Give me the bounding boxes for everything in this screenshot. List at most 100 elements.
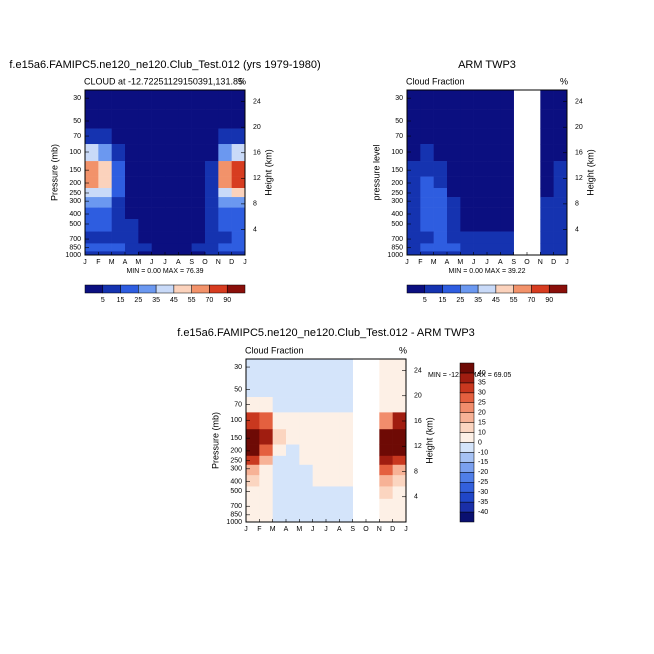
contour-cell [433, 197, 448, 208]
contour-cell [299, 518, 313, 523]
y-tick-label: 100 [391, 149, 403, 156]
colorbar-box [173, 284, 192, 294]
y-axis-label: pressure level [371, 144, 381, 200]
contour-cell [178, 207, 192, 220]
contour-cell [540, 109, 554, 129]
contour-cell [460, 251, 474, 256]
contour-cell [246, 412, 260, 430]
contour-cell [138, 144, 152, 162]
contour-cell [246, 498, 260, 511]
contour-cell [165, 197, 179, 208]
contour-cell [178, 144, 192, 162]
contour-cell [85, 144, 99, 162]
colorbar-box [459, 452, 475, 463]
colorbar-label: 45 [492, 297, 500, 304]
contour-cell [407, 231, 421, 244]
contour-cell [460, 90, 474, 110]
contour-cell [312, 510, 327, 519]
contour-cell [218, 128, 232, 145]
colorbar-box [459, 412, 475, 423]
colorbar-label: 55 [188, 297, 196, 304]
contour-cell [259, 464, 273, 476]
left-subtitle: CLOUD at -12.72251129150391,131.85 [84, 76, 243, 86]
contour-cell [151, 197, 166, 208]
contour-cell [299, 475, 313, 487]
contour-cell [447, 188, 461, 198]
contour-cell [540, 144, 554, 162]
x-tick-label: S [511, 259, 516, 266]
x-tick-label: A [498, 259, 503, 266]
contour-cell [259, 475, 273, 487]
contour-cell [178, 219, 192, 232]
contour-cell [500, 231, 514, 244]
contour-cell [191, 109, 206, 129]
contour-cell [191, 219, 206, 232]
contour-cell [286, 518, 300, 523]
contour-cell [500, 188, 514, 198]
x-tick-label: J [405, 259, 409, 266]
y-tick-label: 1000 [387, 252, 403, 259]
x-tick-label: F [257, 526, 261, 533]
contour-cell [286, 510, 300, 519]
contour-cell [540, 197, 554, 208]
y2-tick-label: 12 [253, 175, 261, 182]
contour-cell [151, 207, 166, 220]
contour-cell [379, 378, 393, 398]
contour-cell [326, 378, 340, 398]
colorbar-label: -10 [478, 449, 488, 456]
contour-cell [111, 243, 126, 252]
y-tick-label: 500 [230, 488, 242, 495]
contour-cell [191, 197, 206, 208]
colorbar-label: -20 [478, 469, 488, 476]
contour-cell [178, 251, 192, 256]
contour-cell [231, 188, 246, 198]
y-tick-label: 150 [69, 167, 81, 174]
contour-cell [151, 219, 166, 232]
contour-cell [473, 197, 488, 208]
contour-cell [272, 429, 287, 445]
contour-cell [246, 486, 260, 500]
contour-cell [111, 197, 126, 208]
contour-cell [125, 231, 139, 244]
contour-cell [138, 176, 152, 189]
contour-cell [433, 144, 448, 162]
y-tick-label: 1000 [226, 519, 242, 526]
contour-cell [473, 231, 488, 244]
contour-cell [286, 429, 300, 445]
colorbar-label: -35 [478, 499, 488, 506]
contour-cell [165, 176, 179, 189]
contour-cell [259, 378, 273, 398]
contour-cell [339, 412, 353, 430]
contour-cell [178, 197, 192, 208]
contour-cell [500, 144, 514, 162]
colorbar-label: -40 [478, 509, 488, 516]
contour-cell [205, 207, 219, 220]
contour-cell [339, 518, 353, 523]
contour-cell [312, 518, 327, 523]
contour-cell [231, 207, 246, 220]
contour-cell [553, 219, 568, 232]
colorbar-label: -30 [478, 489, 488, 496]
contour-cell [191, 188, 206, 198]
contour-cell [407, 144, 421, 162]
contour-cell [540, 251, 554, 256]
contour-cell [218, 251, 232, 256]
contour-cell [165, 128, 179, 145]
contour-cell [151, 128, 166, 145]
contour-cell [312, 378, 327, 398]
contour-cell [326, 486, 340, 500]
contour-cell [407, 251, 421, 256]
contour-cell [85, 197, 99, 208]
contour-cell [85, 90, 99, 110]
contour-cell [460, 109, 474, 129]
contour-cell [218, 90, 232, 110]
contour-cell [420, 197, 434, 208]
colorbar-box [459, 501, 475, 513]
contour-cell [392, 464, 407, 476]
colorbar-label: 40 [478, 370, 486, 377]
x-tick-label: F [418, 259, 422, 266]
colorbar-label: 55 [510, 297, 518, 304]
contour-cell [85, 219, 99, 232]
contour-cell [553, 176, 568, 189]
contour-cell [218, 188, 232, 198]
